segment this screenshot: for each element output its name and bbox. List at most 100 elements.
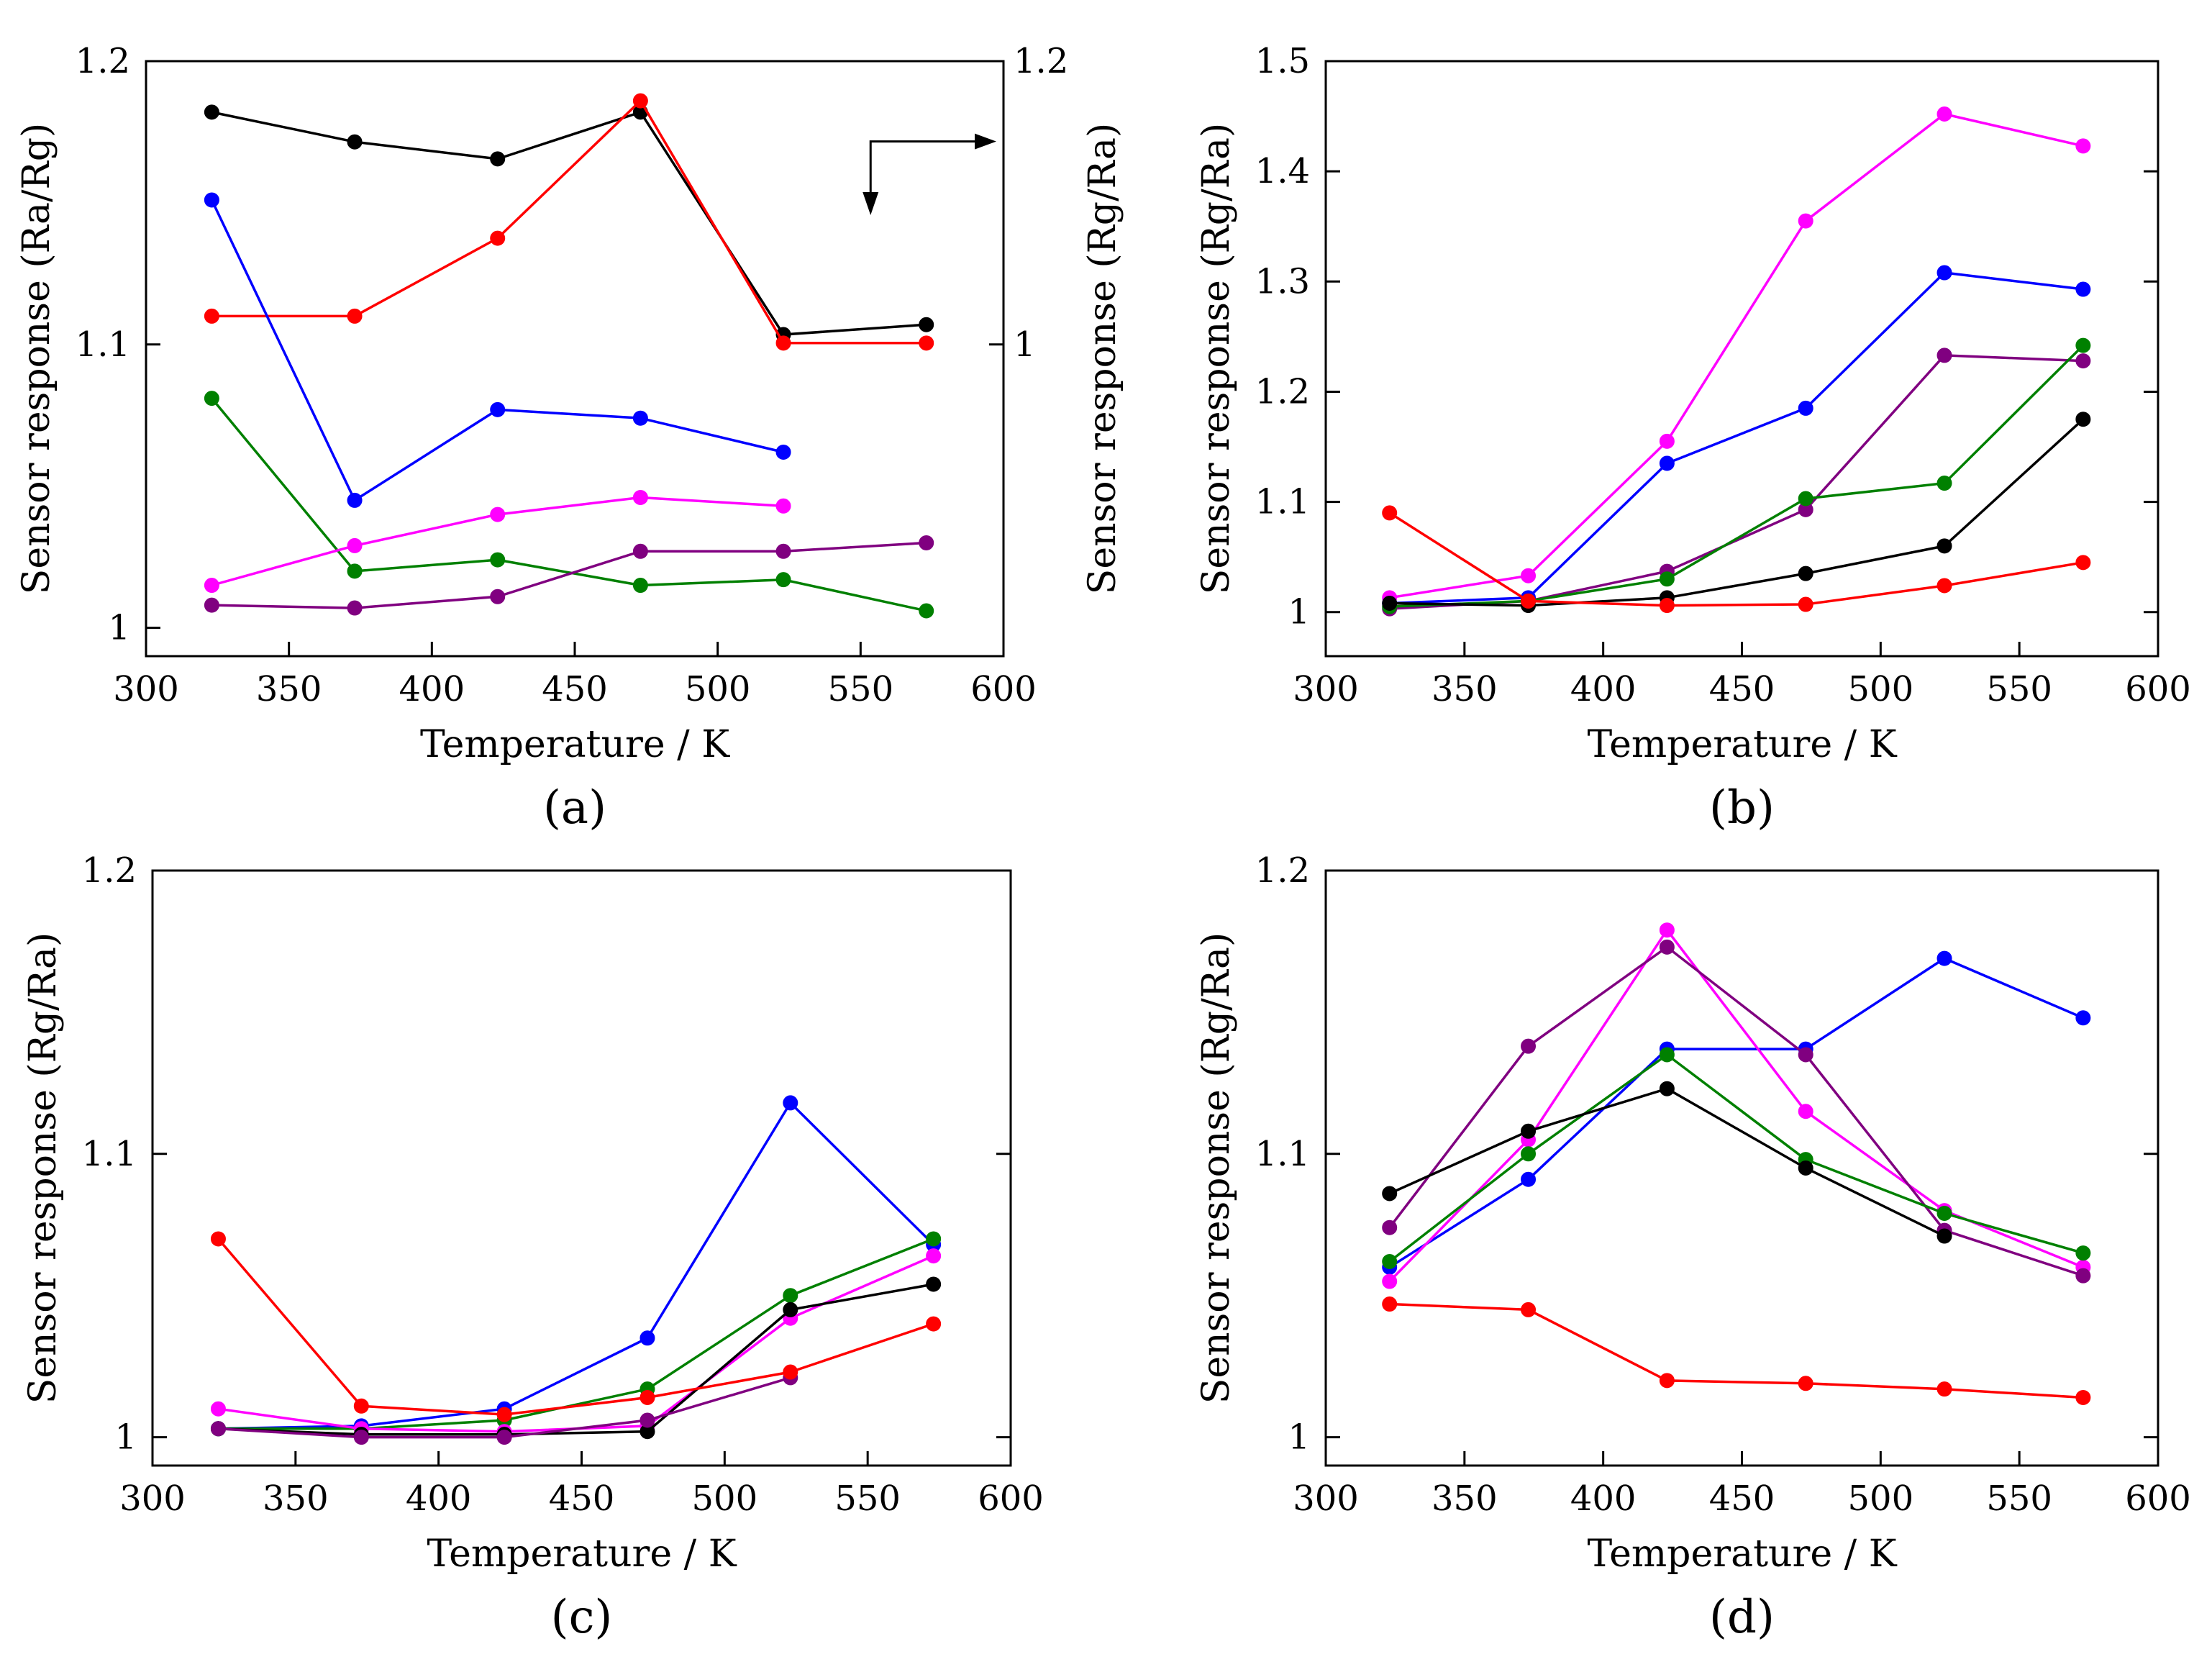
- x-tick-label: 600: [2125, 1479, 2191, 1519]
- data-point: [640, 1412, 655, 1428]
- data-point: [1382, 1273, 1398, 1289]
- data-point: [204, 104, 219, 120]
- data-point: [347, 492, 363, 508]
- data-point: [1521, 1038, 1537, 1054]
- panel-label: (a): [543, 781, 606, 835]
- y-axis-label: Sensor response (Rg/Ra): [1195, 932, 1238, 1404]
- data-point: [1798, 491, 1813, 507]
- series-line: [1389, 354, 2083, 610]
- x-axis-label: Temperature / K: [1587, 1532, 1897, 1576]
- data-point: [632, 489, 648, 505]
- data-point: [2075, 555, 2091, 571]
- data-point: [1798, 400, 1813, 416]
- data-point: [496, 1407, 512, 1422]
- y2-axis-label: Sensor response (Rg/Ra): [1081, 123, 1124, 595]
- x-tick-label: 550: [834, 1479, 901, 1519]
- series-line: [1389, 418, 2085, 607]
- data-point: [1382, 1296, 1398, 1312]
- data-point: [2075, 281, 2091, 297]
- series-line: [211, 99, 927, 345]
- data-point: [2075, 138, 2091, 154]
- data-point: [1798, 1160, 1813, 1176]
- data-point: [919, 535, 934, 550]
- data-point: [353, 1430, 369, 1445]
- data-point: [490, 507, 506, 522]
- panel-label: (d): [1709, 1591, 1775, 1644]
- data-point: [1659, 598, 1675, 614]
- y-tick-label: 1.4: [1255, 151, 1310, 191]
- data-point: [783, 1095, 798, 1111]
- data-point: [2075, 1010, 2091, 1026]
- data-point: [919, 317, 934, 332]
- x-axis-label: Temperature / K: [420, 723, 730, 766]
- data-point: [490, 401, 506, 417]
- y-tick-label: 1.1: [82, 1134, 137, 1174]
- y-tick-label: 1.3: [1255, 261, 1310, 301]
- data-point: [1798, 565, 1813, 581]
- x-tick-label: 450: [1709, 669, 1775, 709]
- x-tick-label: 350: [1432, 669, 1498, 709]
- y-tick-label: 1.2: [82, 850, 137, 891]
- data-point: [347, 537, 363, 553]
- data-point: [353, 1398, 369, 1414]
- data-point: [210, 1401, 226, 1417]
- data-point: [1798, 1376, 1813, 1391]
- series-line: [218, 1101, 934, 1430]
- x-tick-label: 500: [692, 1479, 758, 1519]
- data-point: [1382, 1253, 1398, 1269]
- x-tick-label: 500: [1848, 669, 1914, 709]
- x-tick-label: 350: [1432, 1479, 1498, 1519]
- series-line: [1388, 512, 2084, 607]
- data-point: [1798, 213, 1813, 229]
- data-point: [1936, 1206, 1952, 1222]
- x-tick-label: 300: [1293, 1479, 1359, 1519]
- data-point: [640, 1330, 655, 1346]
- arrow-head-down: [863, 191, 879, 215]
- data-point: [1382, 1219, 1398, 1235]
- data-point: [1936, 1228, 1952, 1244]
- y-tick-label: 1: [114, 1417, 137, 1458]
- x-tick-label: 450: [542, 669, 608, 709]
- data-point: [783, 1288, 798, 1304]
- data-point: [1382, 595, 1398, 611]
- data-point: [347, 308, 363, 324]
- series-line: [211, 541, 927, 609]
- data-point: [775, 572, 791, 588]
- x-tick-label: 300: [1293, 669, 1359, 709]
- x-tick-label: 450: [549, 1479, 615, 1519]
- series-line: [1388, 945, 2084, 1277]
- data-point: [1521, 1123, 1537, 1139]
- series-line: [1389, 1302, 2084, 1399]
- panel-label: (b): [1709, 781, 1775, 835]
- data-point: [1659, 939, 1675, 955]
- x-tick-label: 350: [256, 669, 322, 709]
- data-point: [783, 1364, 798, 1380]
- data-point: [496, 1430, 512, 1445]
- data-point: [204, 391, 219, 406]
- series-line: [1389, 271, 2084, 605]
- y2-tick-label: 1: [1014, 324, 1036, 365]
- x-tick-label: 400: [399, 669, 465, 709]
- data-point: [490, 230, 506, 246]
- data-point: [204, 578, 219, 594]
- data-point: [490, 589, 506, 604]
- data-point: [775, 543, 791, 559]
- data-point: [210, 1231, 226, 1247]
- x-tick-label: 550: [1986, 1479, 2052, 1519]
- data-point: [347, 134, 363, 150]
- x-tick-label: 500: [685, 669, 751, 709]
- y-tick-label: 1.2: [1255, 371, 1310, 412]
- data-point: [347, 563, 363, 579]
- x-axis-label: Temperature / K: [427, 1532, 737, 1576]
- data-point: [1659, 922, 1675, 938]
- annotation-arrow: [869, 140, 975, 192]
- data-point: [783, 1302, 798, 1317]
- data-point: [1936, 476, 1952, 491]
- data-point: [775, 498, 791, 514]
- panel-d: 300 350 400 450 500 550 600 1 1.1 1.2 Temperature …: [1195, 850, 2191, 1644]
- x-tick-label: 300: [113, 669, 179, 709]
- y-axis-label: Sensor response (Ra/Rg): [15, 123, 58, 595]
- data-point: [632, 578, 648, 594]
- y-tick-label: 1.2: [76, 41, 130, 81]
